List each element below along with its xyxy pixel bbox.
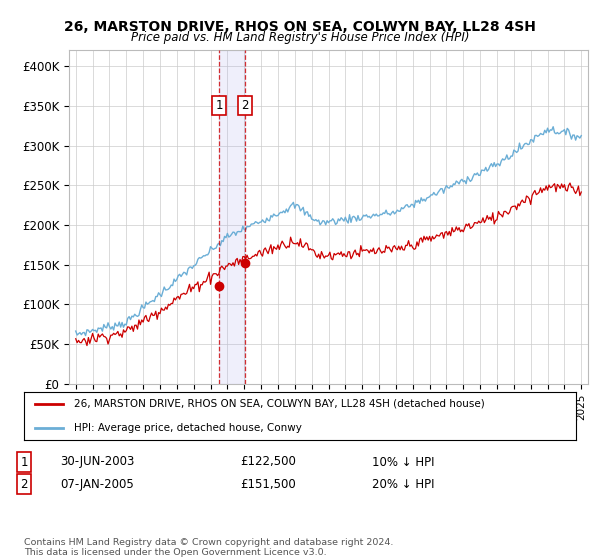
Text: 1: 1: [20, 455, 28, 469]
Text: 2: 2: [241, 100, 248, 113]
Text: 2: 2: [20, 478, 28, 491]
Text: 10% ↓ HPI: 10% ↓ HPI: [372, 455, 434, 469]
Text: 30-JUN-2003: 30-JUN-2003: [60, 455, 134, 469]
Text: Price paid vs. HM Land Registry's House Price Index (HPI): Price paid vs. HM Land Registry's House …: [131, 31, 469, 44]
Text: 26, MARSTON DRIVE, RHOS ON SEA, COLWYN BAY, LL28 4SH: 26, MARSTON DRIVE, RHOS ON SEA, COLWYN B…: [64, 20, 536, 34]
Bar: [219, 50, 245, 384]
Text: 20% ↓ HPI: 20% ↓ HPI: [372, 478, 434, 491]
Text: 26, MARSTON DRIVE, RHOS ON SEA, COLWYN BAY, LL28 4SH (detached house): 26, MARSTON DRIVE, RHOS ON SEA, COLWYN B…: [74, 399, 484, 409]
Text: 07-JAN-2005: 07-JAN-2005: [60, 478, 134, 491]
Text: HPI: Average price, detached house, Conwy: HPI: Average price, detached house, Conw…: [74, 423, 302, 433]
Text: £122,500: £122,500: [240, 455, 296, 469]
Text: £151,500: £151,500: [240, 478, 296, 491]
Text: Contains HM Land Registry data © Crown copyright and database right 2024.
This d: Contains HM Land Registry data © Crown c…: [24, 538, 394, 557]
Text: 1: 1: [215, 100, 223, 113]
